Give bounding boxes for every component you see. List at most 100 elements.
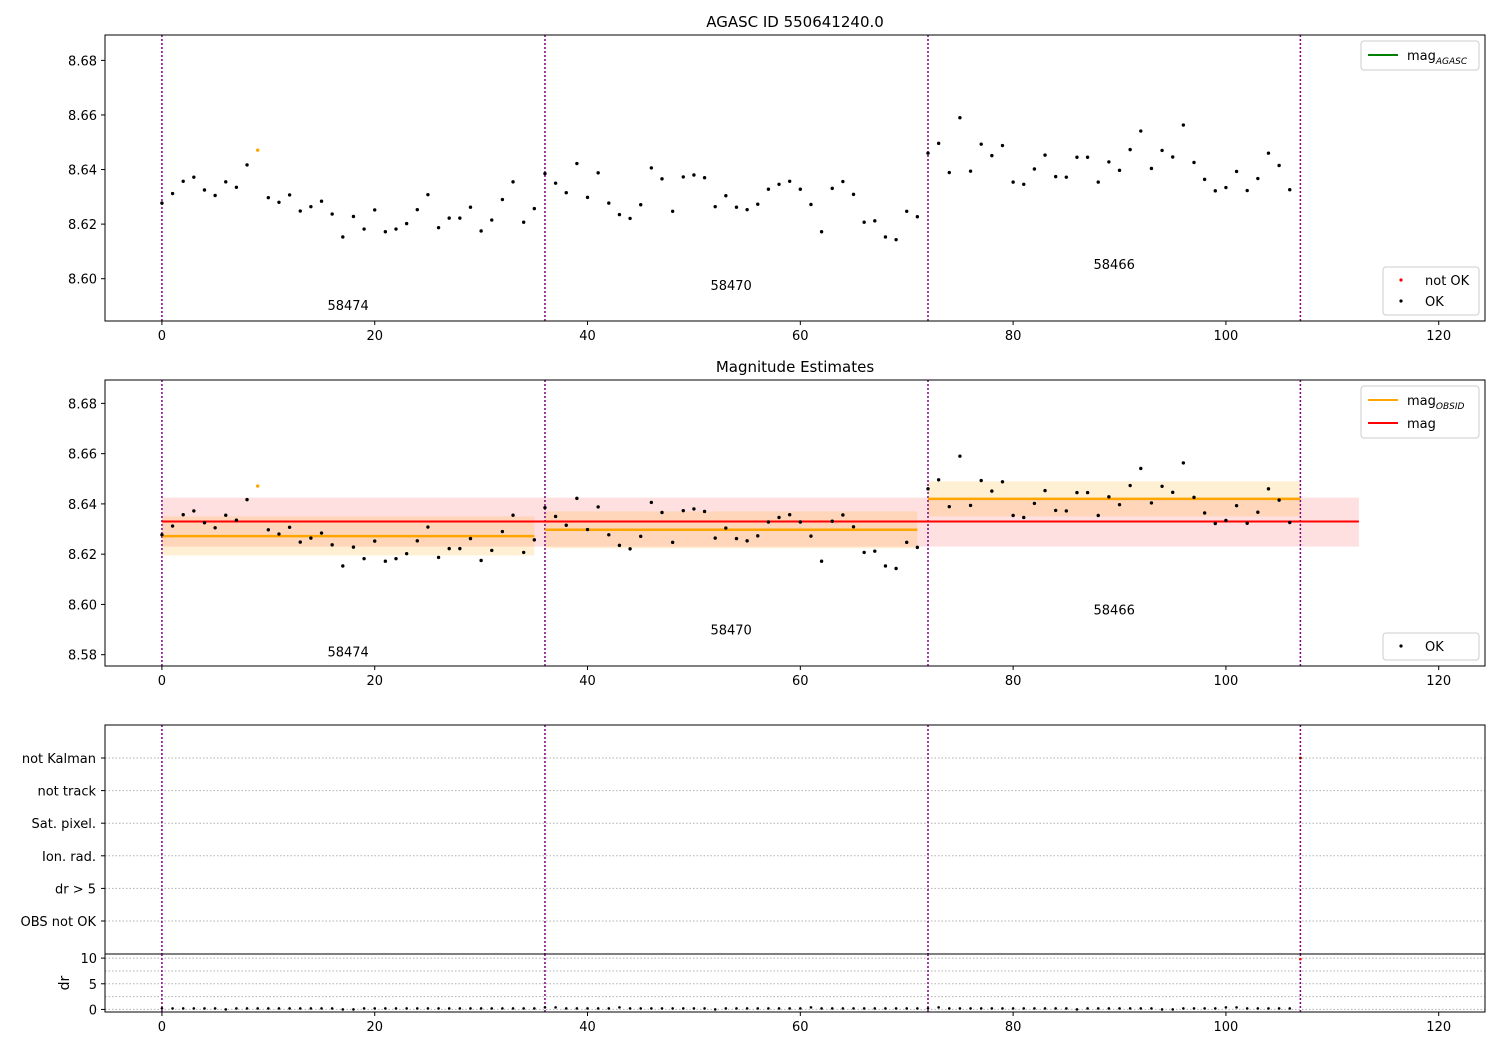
- data-point: [266, 195, 271, 200]
- data-point: [1234, 169, 1239, 174]
- data-point: [426, 525, 430, 529]
- data-point: [341, 1008, 345, 1011]
- data-point: [426, 192, 430, 197]
- data-point: [202, 188, 207, 192]
- x-tick-label: 80: [1005, 674, 1022, 689]
- data-point: [351, 214, 356, 219]
- y-axis-label: dr: [57, 975, 73, 990]
- data-point: [883, 235, 888, 239]
- data-point: [585, 527, 590, 532]
- data-point: [862, 550, 866, 555]
- legend-label: OK: [1425, 295, 1444, 310]
- data-point: [883, 564, 888, 568]
- data-point: [1032, 167, 1037, 171]
- obsid-label: 58474: [327, 646, 368, 661]
- legend-marker: [1399, 278, 1403, 282]
- data-point: [511, 1007, 515, 1010]
- data-point: [734, 205, 739, 209]
- data-point: [947, 1007, 951, 1010]
- data-point: [213, 1007, 217, 1010]
- data-point: [1075, 155, 1079, 159]
- obsid-label: 58470: [710, 624, 751, 639]
- data-point: [553, 181, 558, 185]
- data-point: [958, 1007, 962, 1010]
- data-point: [362, 1007, 366, 1010]
- data-point: [777, 182, 781, 186]
- data-point: [969, 1007, 972, 1010]
- data-point: [820, 1007, 823, 1010]
- data-point: [799, 1007, 802, 1010]
- data-point: [1256, 1007, 1260, 1010]
- data-point: [1011, 1007, 1015, 1010]
- data-point: [596, 1007, 600, 1010]
- data-point: [394, 227, 398, 231]
- data-point: [384, 1007, 387, 1010]
- flag-row-label: not Kalman: [22, 752, 96, 767]
- data-point: [1277, 1007, 1281, 1010]
- data-point: [383, 230, 388, 234]
- data-point: [1160, 148, 1164, 153]
- data-point: [1277, 498, 1281, 502]
- data-point: [341, 564, 345, 568]
- data-point: [255, 148, 260, 152]
- data-point: [352, 1008, 355, 1011]
- x-tick-label: 20: [366, 674, 383, 689]
- data-point: [894, 237, 898, 242]
- data-point: [692, 507, 696, 511]
- legend-subscript: AGASC: [1435, 57, 1468, 67]
- data-point: [532, 206, 537, 211]
- panel-agasc: 58474 58470 58466 0 20 40 60 80 100 120 8.60 8.62 8.…: [68, 13, 1486, 344]
- data-point: [564, 191, 568, 195]
- data-point: [267, 1007, 270, 1010]
- data-point: [1266, 151, 1271, 155]
- data-point: [224, 1008, 228, 1011]
- y-tick-label: 8.64: [68, 164, 97, 179]
- data-point: [362, 227, 366, 231]
- flag-row-label: Ion. rad.: [42, 850, 96, 865]
- data-point: [724, 526, 728, 530]
- data-point: [373, 1007, 377, 1010]
- data-point: [373, 208, 377, 212]
- data-point: [745, 539, 749, 543]
- data-point: [979, 142, 983, 146]
- data-point: [936, 478, 941, 482]
- data-point: [873, 1007, 877, 1010]
- data-point: [405, 1007, 408, 1010]
- data-point: [841, 1007, 845, 1010]
- y-tick-label: 8.62: [68, 548, 97, 563]
- data-point: [341, 235, 345, 239]
- data-point: [703, 1007, 706, 1010]
- data-point: [926, 487, 930, 491]
- data-point: [617, 212, 622, 217]
- data-point: [607, 201, 611, 205]
- data-point: [1288, 520, 1292, 525]
- data-point: [628, 216, 632, 221]
- y-tick-label: 8.60: [68, 598, 97, 613]
- data-point: [756, 534, 760, 538]
- panel-magnitude-frame: [104, 379, 1486, 667]
- data-point: [1139, 129, 1143, 133]
- data-point: [1299, 957, 1302, 961]
- data-point: [255, 484, 260, 488]
- data-point: [277, 1007, 281, 1010]
- data-point: [1054, 1007, 1057, 1010]
- data-point: [660, 177, 664, 181]
- y-tick-label: 8.68: [68, 397, 97, 412]
- y-tick-label: 5: [89, 978, 97, 993]
- data-point: [873, 219, 877, 223]
- data-point: [287, 525, 292, 529]
- data-point: [1043, 153, 1047, 157]
- data-point: [330, 212, 334, 216]
- data-point: [766, 187, 771, 191]
- data-point: [202, 521, 207, 525]
- legend-marker: [1399, 299, 1403, 303]
- y-tick-label: 8.58: [68, 649, 97, 664]
- data-point: [1053, 174, 1058, 179]
- data-point: [777, 1007, 781, 1010]
- legend-label: not OK: [1425, 274, 1470, 289]
- data-point: [851, 525, 856, 529]
- data-point: [298, 540, 302, 544]
- flag-point: [1298, 756, 1302, 760]
- obsid-label: 58470: [710, 279, 751, 294]
- y-tick-label: 8.60: [68, 273, 97, 288]
